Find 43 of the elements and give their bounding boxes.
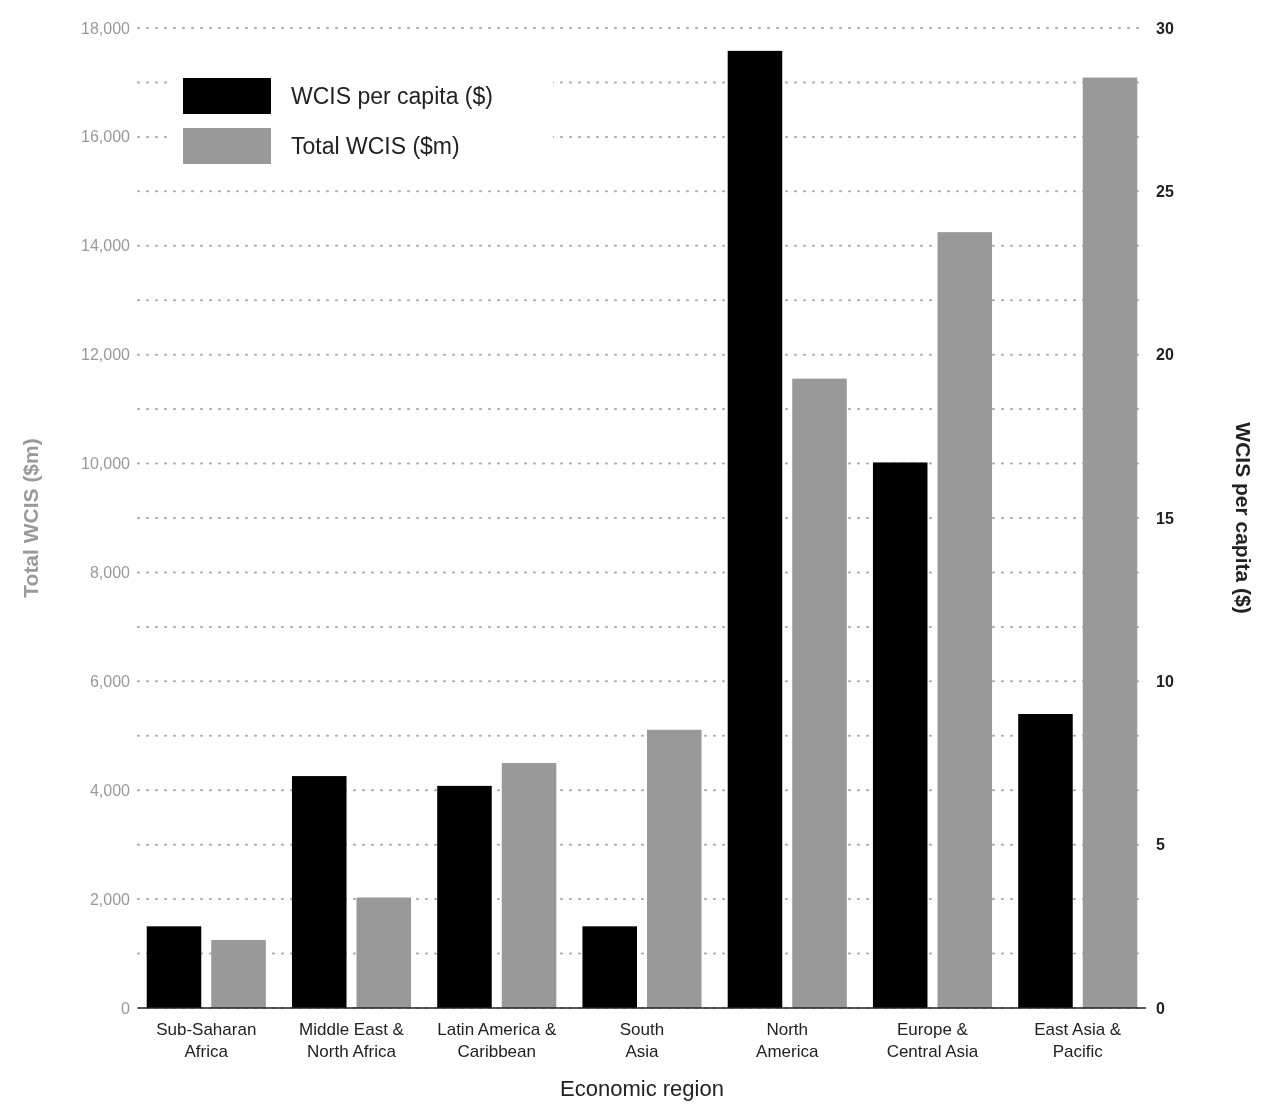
bar — [647, 729, 702, 1008]
bar — [211, 939, 266, 1008]
bar — [937, 232, 993, 1008]
bar — [1018, 714, 1073, 1008]
y2-axis-title: WCIS per capita ($) — [1232, 422, 1255, 614]
bar — [727, 50, 783, 1008]
bar — [501, 763, 557, 1008]
y-tick-label: 10,000 — [81, 455, 131, 473]
y2-tick-label: 20 — [1156, 346, 1174, 364]
x-tick-label: Sub-Saharan Africa — [156, 1020, 257, 1061]
y-tick-label: 4,000 — [89, 781, 131, 799]
x-tick-label: Middle East & North Africa — [299, 1020, 405, 1061]
y2-tick-label: 30 — [1156, 19, 1174, 37]
x-tick-label: Latin America & Caribbean — [437, 1020, 557, 1061]
y-tick-label: 2,000 — [89, 890, 131, 908]
x-tick-label: Europe & Central Asia — [886, 1020, 979, 1061]
bar — [291, 776, 347, 1008]
bar — [792, 378, 847, 1008]
legend-label: WCIS per capita ($) — [291, 83, 493, 110]
bar — [582, 926, 637, 1008]
y-tick-label: 16,000 — [81, 128, 131, 146]
bar — [1082, 77, 1138, 1008]
x-axis-title: Economic region — [560, 1076, 724, 1101]
y-tick-label: 8,000 — [89, 564, 131, 582]
y2-tick-label: 0 — [1156, 999, 1165, 1017]
bar — [437, 785, 492, 1008]
y-tick-label: 14,000 — [81, 237, 131, 255]
y-tick-label: 0 — [121, 999, 131, 1017]
y-tick-label: 12,000 — [81, 346, 131, 364]
y2-tick-label: 5 — [1156, 836, 1165, 854]
y2-tick-label: 25 — [1156, 182, 1174, 200]
legend-label: Total WCIS ($m) — [291, 133, 460, 160]
bar — [356, 897, 412, 1008]
bar — [872, 462, 928, 1008]
y-axis-title: Total WCIS ($m) — [19, 438, 42, 598]
y-tick-label: 18,000 — [81, 19, 131, 37]
y2-tick-label: 15 — [1156, 509, 1174, 527]
x-tick-label: North America — [756, 1020, 819, 1061]
x-tick-label: East Asia & Pacific — [1034, 1020, 1122, 1061]
y-tick-label: 6,000 — [89, 672, 131, 690]
x-tick-label: South Asia — [619, 1020, 665, 1061]
bar — [146, 926, 202, 1008]
y2-tick-label: 10 — [1156, 672, 1174, 690]
